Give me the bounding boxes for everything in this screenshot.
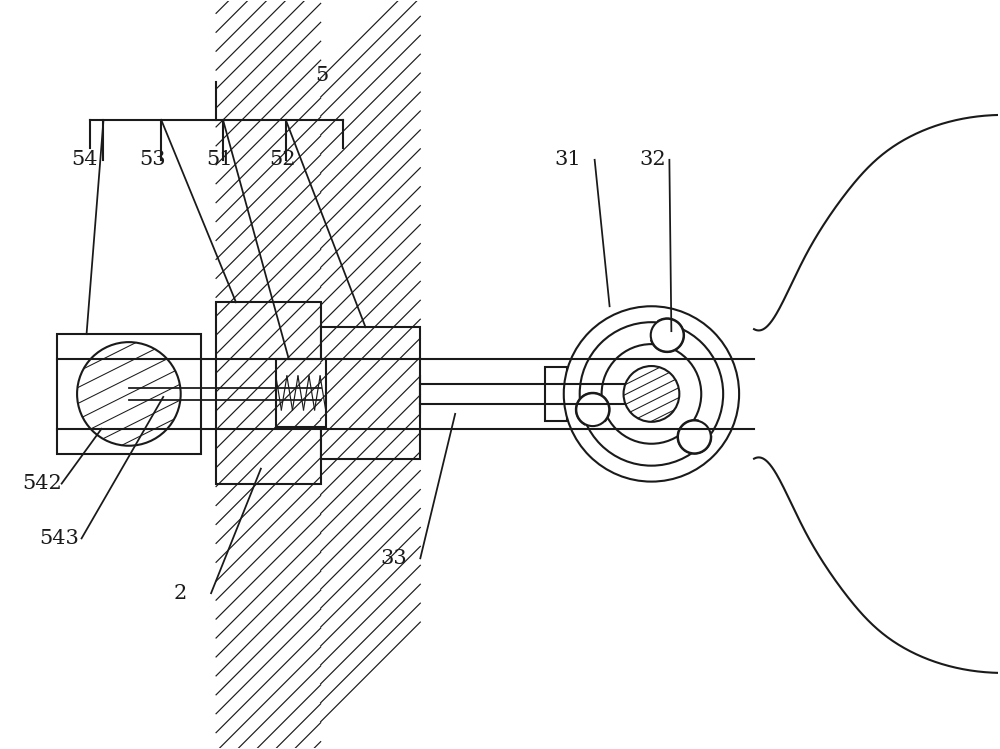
Bar xyxy=(321,327,420,458)
Circle shape xyxy=(678,420,711,453)
Circle shape xyxy=(564,306,739,482)
Text: 54: 54 xyxy=(72,151,98,169)
Circle shape xyxy=(580,322,723,466)
Text: 542: 542 xyxy=(22,474,62,493)
Text: 51: 51 xyxy=(206,151,233,169)
Bar xyxy=(276,359,326,427)
Circle shape xyxy=(602,344,701,443)
Text: 53: 53 xyxy=(139,151,166,169)
Bar xyxy=(545,367,567,421)
Bar xyxy=(57,334,201,454)
Bar xyxy=(216,303,321,484)
Text: 32: 32 xyxy=(639,151,666,169)
Text: 2: 2 xyxy=(173,583,186,603)
Text: 33: 33 xyxy=(380,549,407,568)
Circle shape xyxy=(77,342,181,446)
Text: 31: 31 xyxy=(555,151,582,169)
Text: 543: 543 xyxy=(40,529,80,548)
Circle shape xyxy=(576,393,609,426)
Text: 52: 52 xyxy=(269,151,295,169)
Text: 5: 5 xyxy=(316,66,329,85)
Circle shape xyxy=(624,366,679,422)
Circle shape xyxy=(651,319,684,352)
